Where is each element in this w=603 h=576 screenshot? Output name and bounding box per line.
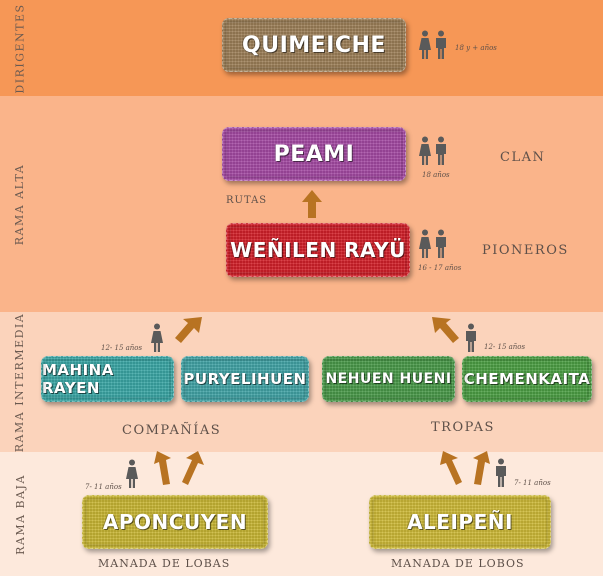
age-label-intermedia-left: 12- 15 años: [101, 344, 143, 352]
unit-badge-quimeiche: QUIMEICHE: [222, 18, 406, 72]
up-arrow-icon: [440, 451, 462, 485]
male-icon: [436, 229, 446, 258]
unit-badge-nehuen-hueni: NEHUEN HUENI: [322, 356, 455, 402]
group-label-tropas: TROPAS: [431, 420, 495, 435]
male-icon: [436, 136, 446, 165]
age-label-clan: 18 años: [422, 171, 450, 179]
side-label-dirigentes: DIRIGENTES: [0, 0, 40, 96]
female-icon: [151, 323, 163, 352]
age-label-baja-right: 7- 11 años: [514, 479, 551, 487]
unit-badge-puryelihuen: PURYELIHUEN: [181, 356, 309, 402]
unit-badge-chemenkaita: CHEMENKAITA: [462, 356, 592, 402]
group-label-clan: CLAN: [500, 150, 546, 165]
side-label-dirigentes-text: DIRIGENTES: [13, 2, 27, 94]
side-label-rama-intermedia-text: RAMA INTERMEDIA: [13, 312, 27, 452]
up-arrow-icon: [175, 317, 202, 343]
unit-badge-aleipeni: ALEIPEÑI: [369, 495, 551, 549]
unit-badge-mahina-rayen: MAHINA RAYEN: [41, 356, 174, 402]
female-icon: [419, 229, 431, 258]
group-label-companias: COMPAÑÍAS: [122, 423, 222, 438]
up-arrow-icon: [182, 451, 204, 485]
group-label-manada-lobos: MANADA DE LOBOS: [391, 557, 525, 570]
female-icon: [126, 459, 138, 488]
male-icon: [466, 323, 476, 352]
up-arrow-icon: [473, 451, 490, 485]
age-label-intermedia-right: 12- 15 años: [484, 343, 526, 351]
group-label-manada-lobas: MANADA DE LOBAS: [98, 557, 231, 570]
male-icon: [496, 458, 506, 487]
up-arrow-icon: [154, 451, 171, 485]
side-label-rama-baja: RAMA BAJA: [0, 452, 40, 576]
side-label-rama-alta-text: RAMA ALTA: [13, 163, 27, 245]
unit-badge-aponcuyen: APONCUYEN: [82, 495, 268, 549]
group-label-rutas: RUTAS: [226, 195, 268, 206]
female-icon: [419, 30, 431, 59]
age-label-dirigentes: 18 y + años: [455, 44, 497, 52]
side-label-rama-baja-text: RAMA BAJA: [13, 473, 27, 555]
group-label-pioneros: PIONEROS: [482, 243, 569, 258]
unit-badge-wenilen-rayu: WEÑILEN RAYÜ: [226, 223, 410, 277]
unit-badge-peami: PEAMI: [222, 127, 406, 181]
up-arrow-icon: [302, 190, 322, 218]
age-label-baja-left: 7- 11 años: [85, 483, 122, 491]
side-label-rama-intermedia: RAMA INTERMEDIA: [0, 312, 40, 452]
age-label-pioneros: 16 - 17 años: [418, 264, 462, 272]
female-icon: [419, 136, 431, 165]
side-label-rama-alta: RAMA ALTA: [0, 96, 40, 312]
up-arrow-icon: [432, 317, 459, 343]
male-icon: [436, 30, 446, 59]
